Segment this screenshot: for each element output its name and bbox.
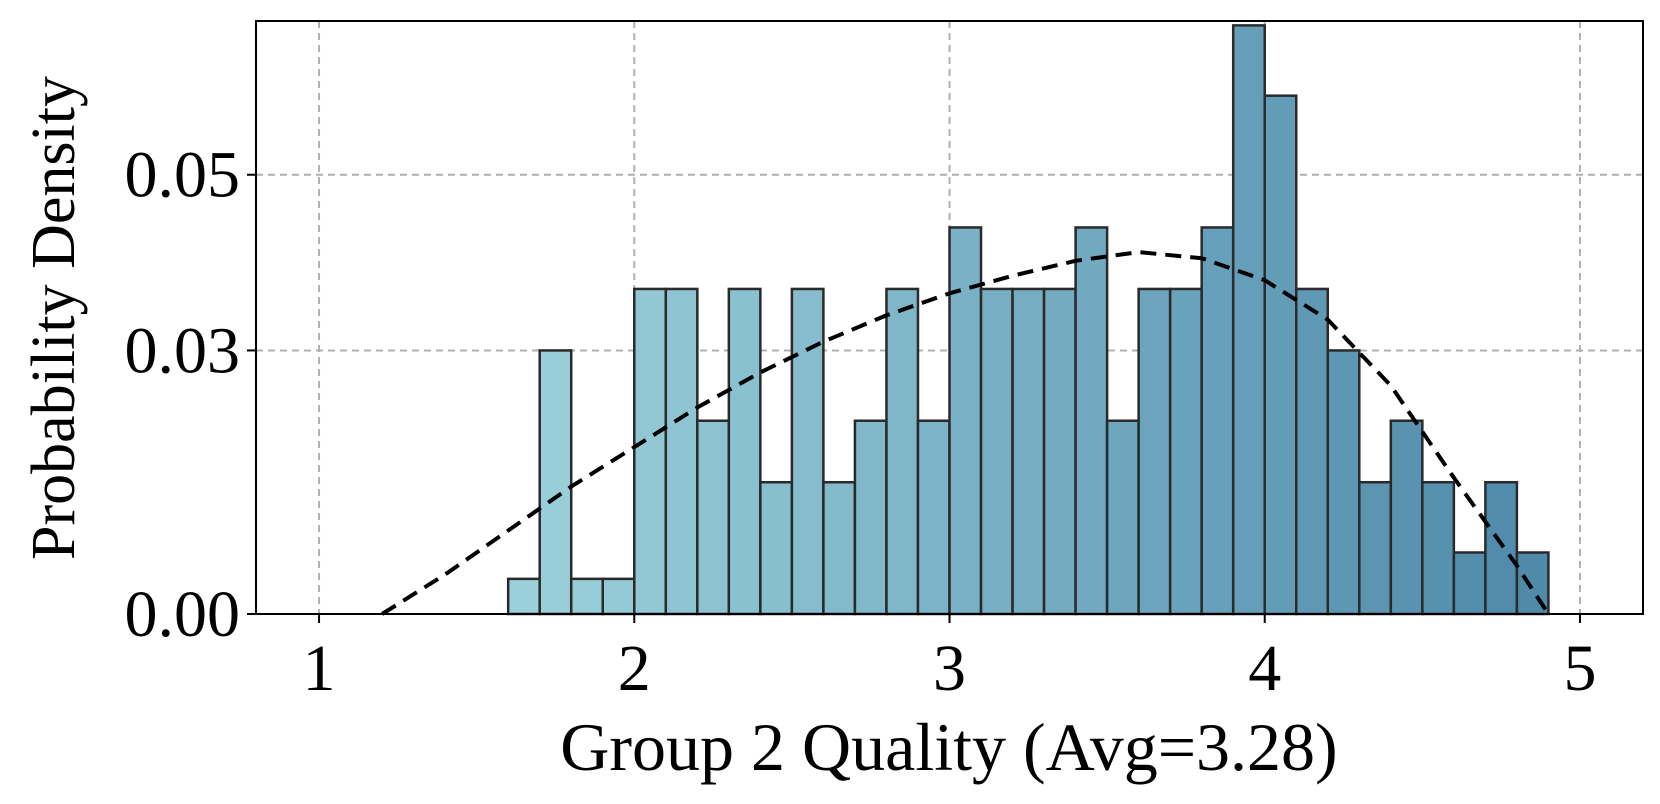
histogram-bar	[1200, 226, 1235, 616]
density-fit-curve	[381, 250, 1551, 616]
x-axis-ticks: 1 2 3 4 5	[303, 614, 1596, 705]
histogram-bar	[885, 287, 920, 616]
histogram-bar	[1484, 480, 1519, 616]
histogram-bar	[916, 419, 951, 616]
x-tick-label: 4	[1248, 632, 1281, 705]
histogram-bar	[633, 287, 668, 616]
histogram-bar	[601, 577, 636, 616]
x-tick-label: 5	[1563, 632, 1596, 705]
histogram-bar	[506, 577, 541, 616]
histogram-bar	[664, 287, 699, 616]
histogram-bar	[1168, 287, 1203, 616]
histogram-bar	[1042, 287, 1077, 616]
x-tick-label: 3	[933, 632, 966, 705]
histogram-bar	[1295, 287, 1330, 616]
histogram-bar	[1231, 24, 1266, 616]
x-tick-label: 1	[303, 632, 336, 705]
histogram-bar	[1105, 419, 1140, 616]
histogram-bar	[1421, 480, 1456, 616]
histogram-bar	[1074, 226, 1109, 616]
histogram-bar	[696, 419, 731, 616]
histogram-bar	[1326, 349, 1361, 616]
histogram-bar	[1389, 419, 1424, 616]
histogram-bar	[1011, 287, 1046, 616]
histogram-bar	[1358, 480, 1393, 616]
x-axis-label: Group 2 Quality (Avg=3.28)	[560, 709, 1337, 785]
histogram-bar	[1452, 551, 1487, 616]
y-tick-label: 0.03	[125, 314, 241, 387]
histogram-bar	[569, 577, 605, 616]
histogram-bar	[979, 287, 1014, 616]
y-tick-label: 0.00	[125, 578, 241, 651]
y-tick-label: 0.05	[125, 139, 241, 212]
y-axis-label: Probability Density	[20, 76, 88, 560]
histogram-bar	[538, 349, 573, 616]
histogram-bar	[1137, 287, 1172, 616]
histogram-bars	[506, 24, 1550, 616]
histogram-bar	[759, 480, 794, 616]
histogram-bar	[853, 419, 888, 616]
histogram-bar	[822, 480, 857, 616]
y-axis-ticks: 0.00 0.03 0.05	[125, 139, 256, 651]
histogram-bar	[1263, 94, 1298, 616]
x-tick-label: 2	[618, 632, 651, 705]
histogram-bar	[727, 287, 762, 616]
histogram-bar	[790, 287, 825, 616]
